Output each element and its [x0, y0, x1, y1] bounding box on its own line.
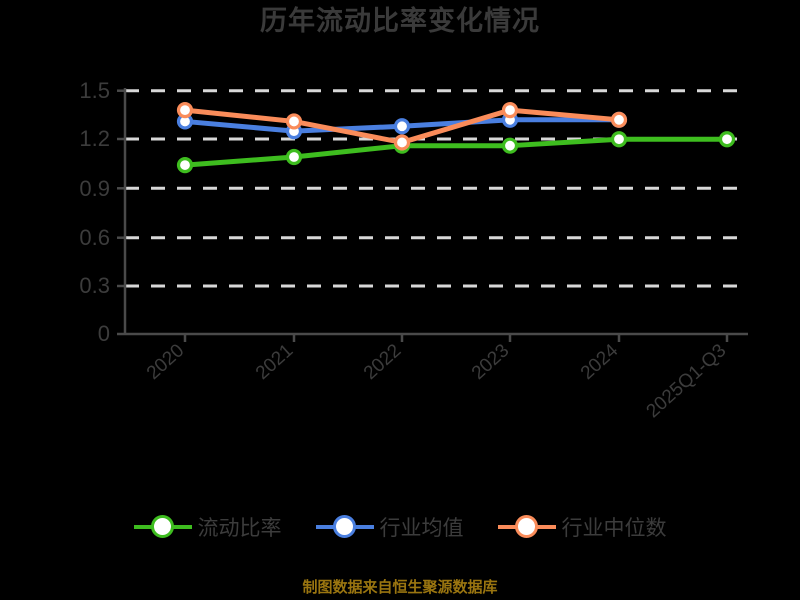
y-tick-label-1.2: 1.2: [79, 126, 110, 151]
gridlines: [125, 89, 745, 288]
chart-title: 历年流动比率变化情况: [260, 6, 540, 36]
x-tick-label-2025Q1-Q3: 2025Q1-Q3: [643, 340, 731, 422]
legend-label-2: 行业中位数: [561, 517, 667, 540]
x-tick-label-2020: 2020: [143, 340, 188, 384]
legend-marker-icon-0: [133, 514, 192, 540]
data-series-layer: [176, 102, 736, 174]
y-tick-marks: [117, 89, 125, 336]
data-point-marker[interactable]: [610, 111, 628, 128]
chart-legend: 流动比率 行业均值 行业中位数: [0, 512, 800, 542]
data-point-marker[interactable]: [501, 102, 519, 119]
y-tick-label-0: 0: [98, 321, 110, 346]
legend-marker-icon-2: [497, 514, 556, 540]
x-tick-label-2024: 2024: [577, 340, 623, 384]
data-point-marker[interactable]: [393, 134, 411, 151]
x-tick-label-2023: 2023: [468, 340, 513, 384]
legend-item-hangye-junzhi[interactable]: 行业均值: [315, 512, 464, 542]
data-point-marker[interactable]: [285, 148, 303, 166]
footer-source-note: 制图数据来自恒生聚源数据库: [302, 579, 498, 596]
legend-item-hangye-zhongweishu[interactable]: 行业中位数: [497, 512, 667, 542]
data-point-marker[interactable]: [285, 113, 303, 130]
legend-item-liudongbilv[interactable]: 流动比率: [133, 512, 282, 542]
data-point-marker[interactable]: [176, 156, 194, 174]
y-tick-label-0.3: 0.3: [79, 273, 110, 298]
legend-label-1: 行业均值: [379, 517, 464, 540]
data-point-marker[interactable]: [610, 131, 628, 148]
axis-lines: [123, 88, 748, 336]
y-tick-label-0.9: 0.9: [79, 176, 110, 201]
x-tick-marks: [183, 334, 729, 342]
data-point-marker[interactable]: [176, 102, 194, 119]
legend-marker-icon-1: [315, 514, 374, 540]
data-point-marker[interactable]: [393, 118, 411, 135]
y-tick-label-0.6: 0.6: [79, 225, 110, 250]
legend-label-0: 流动比率: [197, 517, 282, 540]
x-tick-label-2021: 2021: [252, 340, 297, 384]
data-point-marker[interactable]: [718, 131, 736, 148]
data-point-marker[interactable]: [501, 137, 519, 154]
y-tick-label-1.5: 1.5: [79, 78, 110, 103]
plot-area: 1.5 1.2 0.9 0.6 0.3 0 2020 2021 2022 202…: [79, 78, 748, 422]
x-tick-label-2022: 2022: [360, 340, 405, 384]
series-line-0: [182, 136, 730, 168]
